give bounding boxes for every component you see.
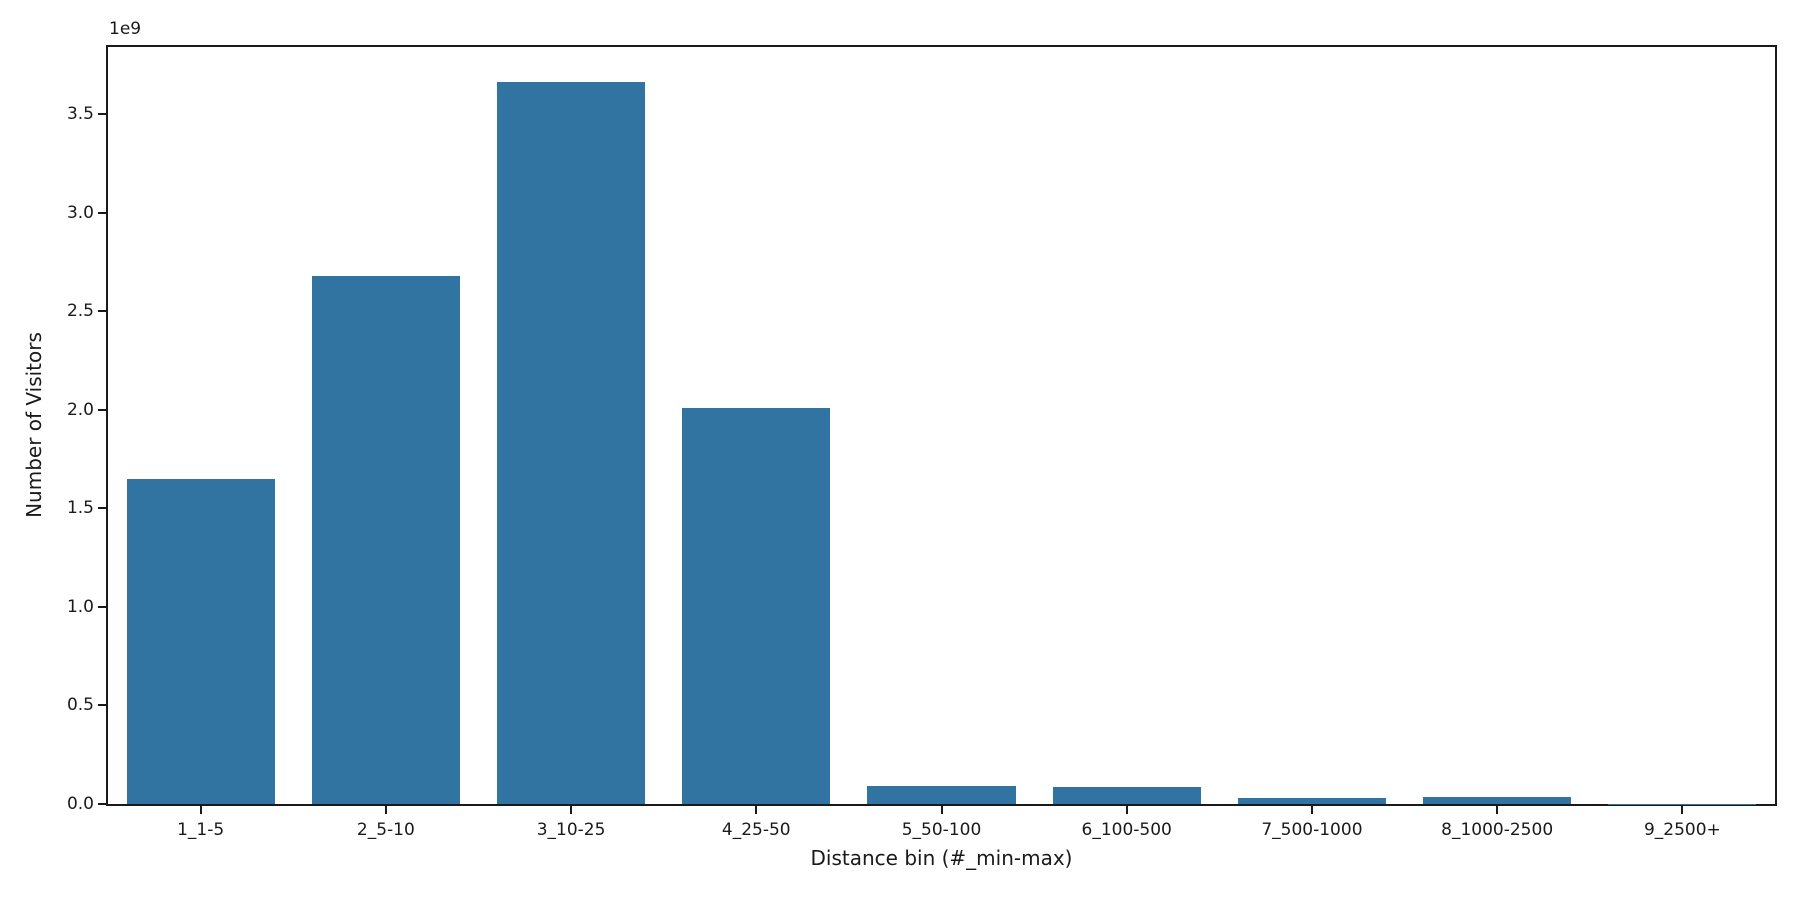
bar-5_50-100: [867, 786, 1016, 804]
bar-8_1000-2500: [1423, 797, 1572, 804]
y-axis-label: Number of Visitors: [22, 332, 46, 518]
y-tick-mark: [98, 211, 106, 214]
y-tick-mark: [98, 605, 106, 608]
x-tick-label: 9_2500+: [1643, 820, 1721, 840]
y-tick-label: 2.5: [66, 301, 94, 322]
y-tick-label: 3.5: [66, 104, 94, 125]
y-tick-mark: [98, 507, 106, 510]
bar-7_500-1000: [1237, 798, 1387, 804]
y-tick-mark: [98, 310, 106, 313]
y-tick-label: 1.5: [66, 498, 94, 519]
bar-3_10-25: [496, 82, 646, 804]
x-tick-label: 8_1000-2500: [1441, 820, 1554, 840]
x-tick-label: 2_5-10: [356, 820, 415, 840]
y-tick-label: 3.0: [66, 202, 94, 223]
y-tick-label: 1.0: [66, 596, 94, 617]
x-tick-label: 3_10-25: [536, 820, 606, 840]
x-tick-label: 7_500-1000: [1261, 820, 1363, 840]
y-tick-mark: [98, 803, 106, 805]
y-tick-mark: [98, 113, 106, 116]
x-tick-label: 4_25-50: [721, 820, 791, 840]
x-tick-mark: [940, 806, 943, 814]
bar-1_1-5: [126, 478, 275, 804]
x-tick-mark: [1496, 806, 1499, 814]
x-tick-mark: [1310, 806, 1313, 814]
bar-2_5-10: [311, 275, 460, 804]
x-tick-mark: [755, 806, 758, 814]
plot-area: [106, 45, 1777, 806]
bar-4_25-50: [682, 407, 831, 804]
y-tick-label: 2.0: [66, 399, 94, 420]
y-tick-label: 0.5: [66, 695, 94, 716]
x-tick-label: 6_100-500: [1081, 820, 1172, 840]
x-tick-label: 5_50-100: [901, 820, 982, 840]
x-tick-mark: [199, 806, 202, 814]
x-tick-mark: [1125, 806, 1128, 814]
y-axis-offset-text: 1e9: [109, 19, 142, 39]
x-tick-label: 1_1-5: [177, 820, 225, 840]
y-tick-mark: [98, 408, 106, 411]
x-tick-mark: [570, 806, 573, 814]
y-tick-mark: [98, 704, 106, 707]
y-tick-label: 0.0: [66, 794, 94, 814]
x-tick-mark: [384, 806, 387, 814]
x-axis-label: Distance bin (#_min-max): [810, 846, 1073, 870]
bar-6_100-500: [1052, 787, 1201, 804]
x-tick-mark: [1681, 806, 1684, 814]
